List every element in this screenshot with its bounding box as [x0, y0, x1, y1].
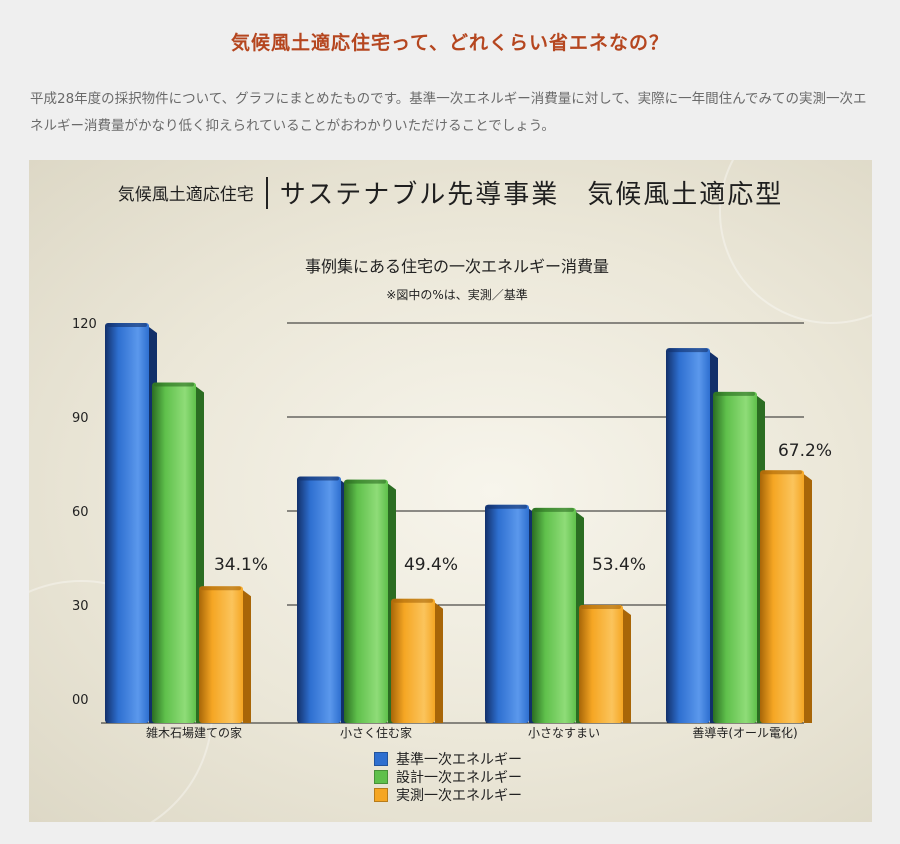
percent-annotation: 34.1%: [214, 555, 268, 575]
title-divider: [265, 176, 268, 209]
panel-header: 気候風土適応住宅 サステナブル先導事業 気候風土適応型: [29, 174, 872, 211]
chart-legend: 基準一次エネルギー 設計一次エネルギー 実測一次エネルギー: [374, 750, 522, 804]
panel-small-title: 気候風土適応住宅: [117, 185, 254, 205]
bar-1-0: [152, 382, 196, 723]
intro-text: 平成28年度の採択物件について、グラフにまとめたものです。基準一次エネルギー消費…: [30, 91, 867, 134]
bar-top: [201, 586, 241, 591]
x-category-label: 善導寺(オール電化): [692, 725, 797, 740]
bar-top: [715, 391, 755, 396]
bar-0-0: [105, 323, 149, 723]
legend-swatch: [374, 752, 388, 766]
bar-side: [243, 590, 251, 723]
legend-swatch: [374, 770, 388, 784]
legend-label: 基準一次エネルギー: [396, 752, 522, 768]
bar-top: [299, 476, 339, 481]
bar-chart: 事例集にある住宅の一次エネルギー消費量 ※図中の%は、実測／基準 00 30 60 9…: [72, 257, 832, 740]
percent-annotation: 53.4%: [592, 555, 646, 575]
bar-top: [393, 598, 433, 603]
y-tick-label: 120: [72, 317, 97, 332]
bar-side: [804, 474, 812, 723]
x-category-label: 小さなすまい: [528, 726, 600, 740]
x-category-label: 雑木石場建ての家: [146, 725, 242, 740]
legend-item: 実測一次エネルギー: [374, 786, 522, 804]
bar-top: [668, 348, 708, 353]
bar-top: [487, 504, 527, 509]
bar-2-2: [579, 605, 623, 723]
bar-top: [346, 479, 386, 484]
bar-top: [154, 382, 194, 387]
chart-title: 事例集にある住宅の一次エネルギー消費量: [305, 257, 609, 276]
bar-1-2: [532, 507, 576, 723]
bar-1-1: [344, 479, 388, 723]
bar-top: [581, 605, 621, 609]
bar-0-1: [297, 476, 341, 723]
bar-2-3: [760, 470, 804, 723]
bar-top: [534, 507, 574, 512]
bar-0-3: [666, 348, 710, 723]
bar-side: [435, 602, 443, 723]
page-heading: 気候風土適応住宅って、どれくらい省エネなの？: [230, 32, 670, 54]
legend-item: 基準一次エネルギー: [374, 750, 522, 768]
bar-1-3: [713, 391, 757, 723]
bar-0-2: [485, 504, 529, 723]
x-category-label: 小さく住む家: [340, 725, 412, 740]
chart-subtitle: ※図中の%は、実測／基準: [386, 287, 527, 302]
bar-top: [107, 323, 147, 327]
panel-big-title: サステナブル先導事業 気候風土適応型: [279, 180, 784, 210]
y-tick-label: 30: [72, 599, 89, 614]
y-tick-label: 00: [72, 693, 89, 708]
chart-panel: 気候風土適応住宅 サステナブル先導事業 気候風土適応型 事例集にある住宅の一次エネ…: [29, 160, 872, 822]
percent-annotation: 49.4%: [404, 555, 458, 575]
percent-annotation: 67.2%: [778, 441, 832, 461]
bar-side: [623, 609, 631, 723]
y-tick-label: 60: [72, 505, 89, 520]
bar-top: [762, 470, 802, 475]
legend-label: 実測一次エネルギー: [396, 788, 522, 804]
legend-item: 設計一次エネルギー: [374, 768, 522, 786]
legend-label: 設計一次エネルギー: [396, 770, 522, 786]
y-tick-label: 90: [72, 411, 89, 426]
bar-2-0: [199, 586, 243, 723]
legend-swatch: [374, 788, 388, 802]
bar-2-1: [391, 598, 435, 723]
